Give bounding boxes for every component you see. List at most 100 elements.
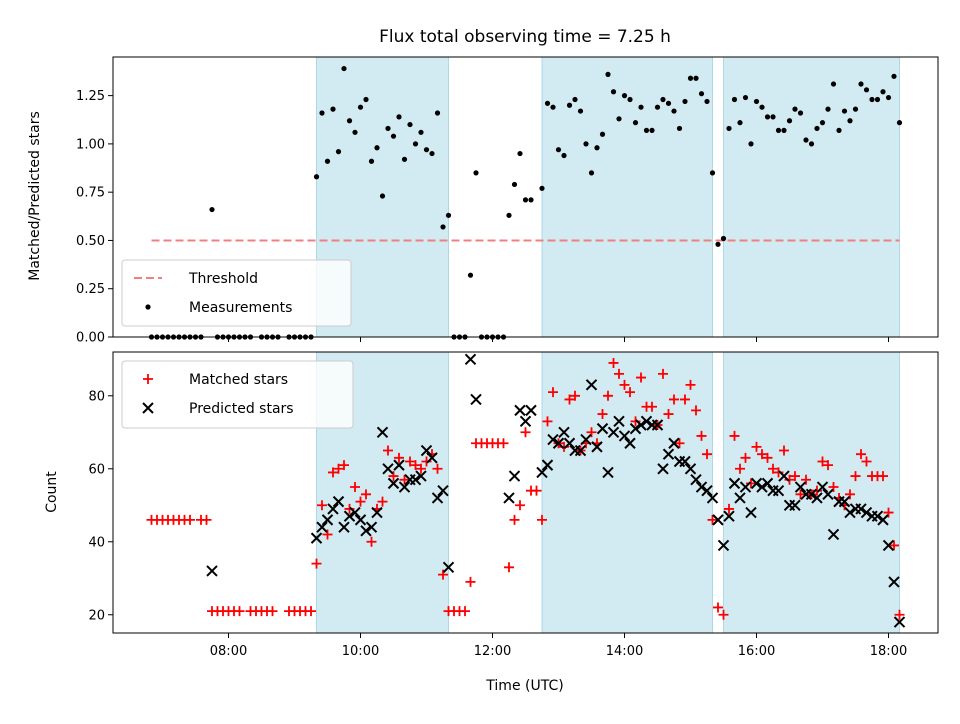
predicted-star-point — [206, 565, 218, 577]
measurement-point — [599, 131, 606, 137]
x-tick-label: 08:00 — [210, 644, 247, 659]
bottom-legend-box — [121, 360, 354, 429]
measurement-point — [643, 127, 650, 133]
measurement-point — [830, 81, 837, 87]
matched-star-point — [696, 430, 707, 441]
predicted-star-point — [420, 444, 433, 457]
predicted-star-point — [695, 481, 708, 493]
measurement-point — [544, 100, 551, 106]
matched-star-point — [504, 562, 514, 573]
top-y-axis-label: Matched/Predicted stars — [27, 111, 43, 281]
matched-star-point — [856, 449, 866, 460]
measurement-point — [616, 116, 622, 122]
measurement-point — [434, 110, 441, 116]
predicted-star-point — [882, 539, 895, 552]
predicted-star-point — [651, 419, 664, 431]
matched-star-point — [498, 438, 509, 449]
measurement-point — [748, 141, 754, 147]
bottom-y-tick-label: 20 — [88, 608, 105, 623]
measurement-point — [896, 120, 903, 126]
legend-matched-swatch — [143, 374, 153, 384]
measurement-point — [781, 127, 787, 133]
measurement-point — [511, 181, 518, 188]
measurement-point — [792, 106, 798, 112]
predicted-star-point — [371, 506, 383, 519]
measurement-point — [731, 96, 738, 103]
top-y-tick-label: 0.25 — [76, 282, 105, 297]
predicted-star-point — [877, 514, 889, 526]
matched-star-point — [669, 394, 679, 405]
measurement-point — [467, 272, 474, 278]
predicted-star-point — [827, 528, 840, 541]
predicted-star-point — [563, 437, 576, 449]
predicted-star-point — [596, 422, 609, 435]
matched-star-point — [751, 441, 762, 452]
matched-star-point — [828, 482, 839, 493]
bottom-y-axis-label: Count — [44, 471, 60, 513]
matched-star-point — [845, 489, 855, 500]
matched-star-point — [746, 478, 756, 489]
measurement-point — [836, 127, 842, 133]
matched-star-point — [311, 558, 322, 569]
matched-star-point — [883, 507, 894, 518]
measurement-point — [561, 152, 567, 159]
predicted-star-point — [349, 506, 361, 519]
measurement-point — [330, 106, 336, 112]
measurement-point — [445, 212, 452, 218]
predicted-star-point — [745, 506, 757, 519]
predicted-star-point — [750, 477, 763, 490]
predicted-star-point — [552, 437, 565, 449]
measurement-point — [594, 145, 600, 151]
bottom-y-tick-label: 40 — [88, 535, 105, 550]
matched-star-point — [509, 514, 520, 525]
matched-star-point — [878, 471, 888, 482]
predicted-star-point — [376, 426, 389, 438]
x-tick-label: 16:00 — [738, 644, 775, 659]
measurement-point — [385, 125, 391, 132]
measurement-point — [786, 118, 793, 124]
matched-star-point — [685, 379, 696, 390]
measurement-point — [632, 120, 639, 126]
bottom-y-tick-label: 60 — [88, 462, 105, 477]
predicted-star-point — [701, 484, 713, 497]
matched-star-point — [405, 456, 415, 467]
measurement-point — [440, 224, 446, 230]
shaded-interval — [316, 351, 449, 634]
predicted-star-point — [541, 459, 554, 471]
measurement-point — [379, 193, 386, 199]
measurement-point — [693, 75, 699, 81]
matched-star-point — [520, 427, 531, 438]
measurement-point — [423, 147, 430, 153]
predicted-star-point — [662, 448, 675, 460]
predicted-star-point — [409, 474, 422, 486]
matched-star-point — [817, 456, 828, 467]
predicted-star-point — [536, 466, 548, 479]
predicted-star-point — [508, 470, 521, 482]
measurement-point — [891, 73, 897, 79]
measurement-point — [885, 94, 892, 101]
matched-star-point — [306, 606, 316, 617]
measurement-point — [819, 120, 826, 126]
predicted-star-point — [365, 521, 378, 533]
predicted-star-point — [778, 470, 790, 482]
measurement-point — [814, 125, 820, 132]
measurement-point — [764, 114, 771, 120]
measurement-point — [775, 127, 782, 133]
matched-star-point — [410, 460, 421, 471]
measurement-point — [335, 149, 342, 155]
measurement-point — [803, 137, 809, 143]
matched-star-point — [619, 379, 630, 390]
top-panel: 0.00 0.25 0.50 0.75 1.00 1.25 Threshold Measure… — [76, 56, 939, 346]
matched-star-point — [850, 471, 861, 482]
matched-star-point — [647, 401, 657, 412]
matched-star-point — [438, 569, 448, 580]
measurement-point — [363, 96, 369, 103]
matched-star-point — [548, 387, 558, 398]
measurement-point — [418, 129, 424, 135]
predicted-star-point — [382, 463, 394, 475]
measurement-point — [698, 91, 705, 97]
matched-star-point — [762, 452, 773, 463]
top-axes-frame — [112, 56, 939, 338]
top-legend-label: Measurements — [189, 300, 292, 316]
predicted-star-point — [321, 514, 334, 526]
